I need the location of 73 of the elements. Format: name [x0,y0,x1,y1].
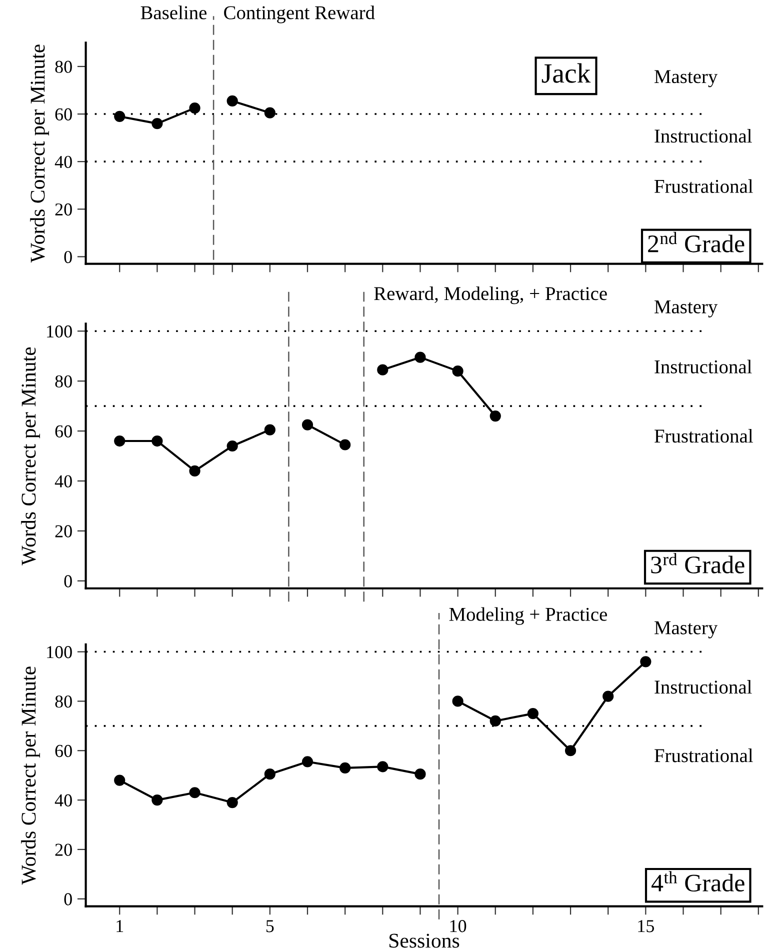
y-tick-label: 80 [55,60,72,73]
text: 3$^{rd}$ Grade [651,552,744,574]
ref-line-label: Contingent Reward [224,6,375,24]
text: 4$^{th}$ Grade [652,871,744,892]
annotation: Instructional [654,128,752,143]
point [414,352,426,363]
x-tick-label: 1 [116,920,124,932]
y-tick-label: 0 [64,575,72,588]
point [340,762,351,774]
point [152,118,163,130]
x-axis-title: Sessions [389,934,460,948]
point [640,656,652,668]
point [490,410,501,422]
x-tick-label: 5 [266,920,274,932]
ref-line-label: Modeling + Practice [449,607,607,625]
point [114,110,126,122]
y-tick-label: 80 [55,695,72,708]
text: Jack [542,63,591,83]
point [602,690,614,702]
y-tick-label: 40 [54,475,72,488]
y-tick-label: 20 [55,844,72,856]
ref-line-label: Reward, Modeling, + Practice [374,286,607,304]
annotation: Frustrational [654,179,753,193]
point [452,366,464,377]
y-tick-label: 40 [54,794,72,806]
annotation: Instructional [654,360,752,374]
y-tick-label: 40 [54,156,72,168]
point [302,419,314,430]
y-tick-label: 60 [55,425,72,438]
y-tick-label: 60 [55,744,72,758]
text: 2$^{nd}$ Grade [648,232,744,252]
y-tick-label: 0 [64,250,72,264]
point [490,715,501,727]
point [114,774,126,786]
point [189,102,200,114]
y-axis-title: Words Correct per Minute [21,666,40,885]
text: Baseline [140,6,207,20]
point [452,696,464,707]
annotation: Instructional [654,680,752,694]
point [377,364,388,376]
point [114,435,126,447]
y-tick-label: 100 [47,646,72,658]
point [377,761,388,772]
y-tick-label: 0 [64,893,72,906]
y-axis-title: Words Correct per Minute [21,347,40,566]
point [414,768,426,780]
annotation: Frustrational [654,428,753,443]
text: Mastery [654,300,718,318]
y-axis-title: Words Correct per Minute [30,44,49,263]
point [189,465,200,477]
point [264,424,276,436]
y-tick-label: 80 [55,375,72,388]
point [564,745,576,756]
point [264,107,276,118]
point [340,439,351,450]
point [527,708,539,720]
text: Mastery [654,621,718,638]
annotation: Frustrational [654,748,753,762]
y-tick-label: 20 [55,203,72,216]
y-tick-label: 20 [55,525,72,538]
point [302,756,314,768]
point [189,787,200,798]
point [226,95,238,107]
x-tick-label: 15 [638,920,654,932]
point [226,796,238,808]
x-tick-label: 10 [450,920,466,932]
annotation: Mastery [654,70,718,88]
point [152,794,163,806]
y-tick-label: 60 [55,108,72,120]
point [226,440,238,452]
point [264,768,276,780]
point [152,435,163,447]
y-tick-label: 100 [47,325,72,338]
